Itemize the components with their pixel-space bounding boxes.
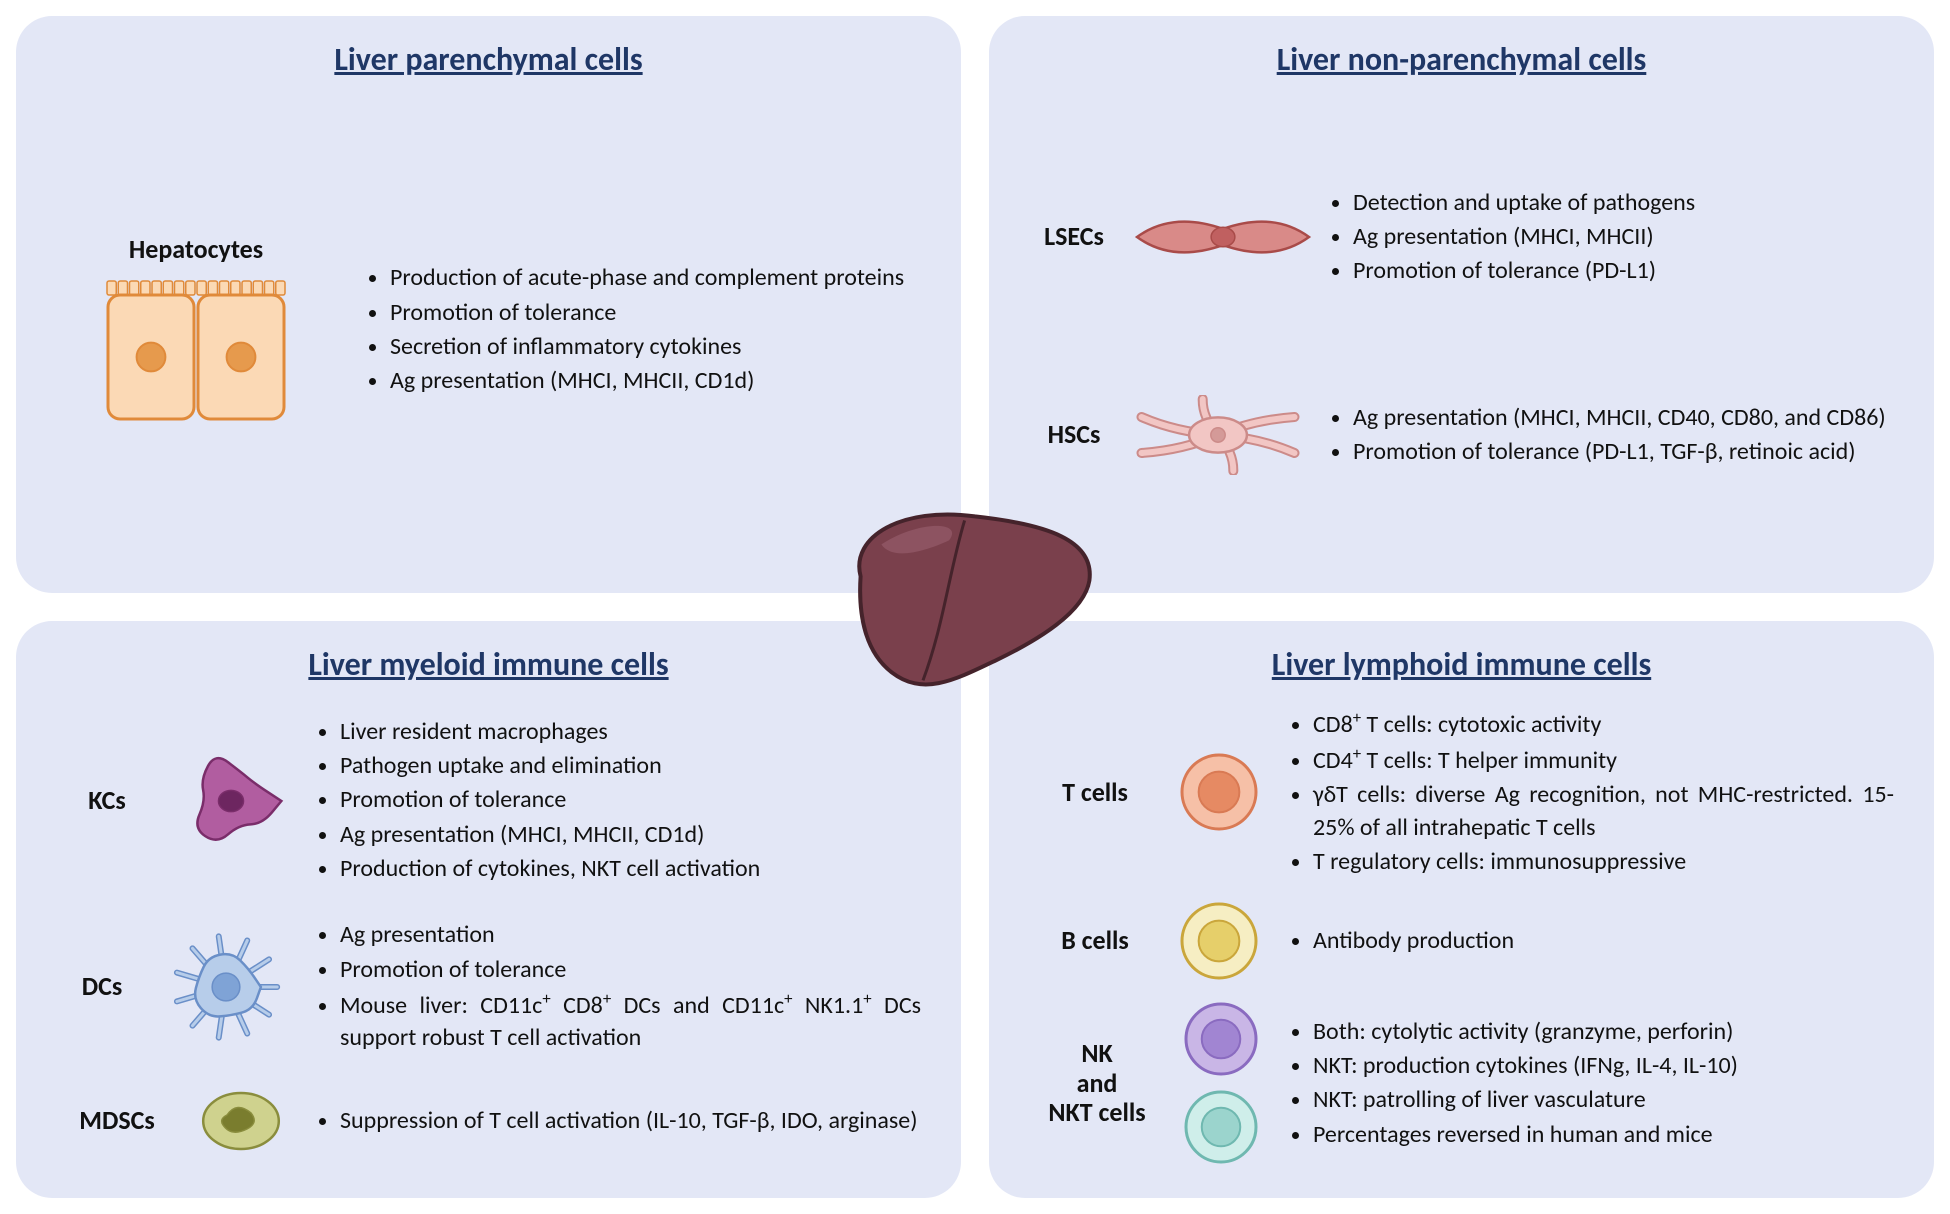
mdscs-icon [196,1086,286,1156]
bullets-hscs: Ag presentation (MHCI, MHCII, CD40, CD80… [1327,400,1894,471]
panel-myeloid: Liver myeloid immune cells KCs Liver resi… [16,621,961,1198]
bullet: Percentages reversed in human and mice [1313,1119,1894,1151]
cell-label-lsecs: LSECs [1029,222,1119,252]
bullets-kcs: Liver resident macrophagesPathogen uptak… [314,714,921,888]
bullets-lsecs: Detection and uptake of pathogensAg pres… [1327,185,1894,290]
bullet: Pathogen uptake and elimination [340,750,921,782]
cell-row-bcells: B cells Antibody production [1029,901,1894,981]
cell-row-hscs: HSCs Ag presentation (MHCI, MHCII, CD40, … [1029,395,1894,475]
bullet: Suppression of T cell activation (IL-10,… [340,1105,921,1137]
bullet: Ag presentation (MHCI, MHCII, CD40, CD80… [1353,402,1894,434]
bullet: Liver resident macrophages [340,716,921,748]
cell-label-dcs: DCs [56,972,148,1002]
bullet: Promotion of tolerance [340,954,921,986]
bullet: Ag presentation (MHCI, MHCII) [1353,221,1894,253]
liver-icon [845,500,1105,705]
cell-left-bcells: B cells [1029,901,1259,981]
cell-label-mdscs: MDSCs [56,1106,178,1136]
cell-row-lsecs: LSECs Detection and uptake of pathogensAg… [1029,185,1894,290]
nk_nkt-icon [1183,1001,1259,1165]
bullet: γδT cells: diverse Ag recognition, not M… [1313,779,1894,844]
dcs-icon [166,932,286,1042]
cell-row-mdscs: MDSCs Suppression of T cell activation (I… [56,1086,921,1156]
panel-title-myeloid: Liver myeloid immune cells [56,645,921,684]
cell-left-hepatocytes: Hepatocytes [56,235,336,425]
rows-myeloid: KCs Liver resident macrophagesPathogen up… [56,702,921,1168]
cell-left-kcs: KCs [56,751,286,851]
bullets-nk_nkt: Both: cytolytic activity (granzyme, perf… [1287,1014,1894,1154]
bullets-hepatocytes: Production of acute-phase and complement… [364,260,921,400]
bullet: Promotion of tolerance (PD-L1, TGF-β, re… [1353,436,1894,468]
cell-left-dcs: DCs [56,932,286,1042]
panel-nonparenchymal: Liver non-parenchymal cells LSECs Detecti… [989,16,1934,593]
panel-lymphoid: Liver lymphoid immune cells T cells CD8+ … [989,621,1934,1198]
bullets-tcells: CD8+ T cells: cytotoxic activityCD4+ T c… [1287,705,1894,881]
bullet: Production of cytokines, NKT cell activa… [340,853,921,885]
cell-left-mdscs: MDSCs [56,1086,286,1156]
cell-left-hscs: HSCs [1029,395,1309,475]
rows-lymphoid: T cells CD8+ T cells: cytotoxic activityC… [1029,702,1894,1168]
bullet: Ag presentation (MHCI, MHCII, CD1d) [390,365,921,397]
cell-label-kcs: KCs [56,786,158,816]
bullet: CD8+ T cells: cytotoxic activity [1313,707,1894,741]
bullet: Ag presentation [340,919,921,951]
bcells-icon [1179,901,1259,981]
panel-parenchymal: Liver parenchymal cells Hepatocytes Produ… [16,16,961,593]
rows-parenchymal: Hepatocytes Production of acute-phase and… [56,97,921,563]
kcs-icon [176,751,286,851]
bullet: Both: cytolytic activity (granzyme, perf… [1313,1016,1894,1048]
rows-nonparenchymal: LSECsDetection and uptake of pathogensAg… [1029,97,1894,563]
tcells-icon [1179,752,1259,832]
cell-left-lsecs: LSECs [1029,210,1309,264]
bullet: T regulatory cells: immunosuppressive [1313,846,1894,878]
bullet: Mouse liver: CD11c+ CD8+ DCs and CD11c+ … [340,988,921,1055]
cell-row-dcs: DCs Ag presentationPromotion of tolerance… [56,917,921,1057]
cell-label-hepatocytes: Hepatocytes [129,235,263,265]
cell-row-nk_nkt: NKandNKT cells Both: cytolytic activity (… [1029,1001,1894,1165]
bullet: CD4+ T cells: T helper immunity [1313,743,1894,777]
cell-left-nk_nkt: NKandNKT cells [1029,1001,1259,1165]
cell-row-kcs: KCs Liver resident macrophagesPathogen up… [56,714,921,888]
panel-title-nonparenchymal: Liver non-parenchymal cells [1029,40,1894,79]
bullet: Antibody production [1313,925,1894,957]
cell-label-tcells: T cells [1029,778,1161,808]
cell-label-bcells: B cells [1029,926,1161,956]
panel-title-lymphoid: Liver lymphoid immune cells [1029,645,1894,684]
bullet: NKT: production cytokines (IFNg, IL-4, I… [1313,1050,1894,1082]
lsecs-icon [1133,210,1313,264]
bullets-mdscs: Suppression of T cell activation (IL-10,… [314,1103,921,1139]
bullet: Secretion of inflammatory cytokines [390,331,921,363]
cell-left-tcells: T cells [1029,752,1259,832]
panel-title-parenchymal: Liver parenchymal cells [56,40,921,79]
bullet: NKT: patrolling of liver vasculature [1313,1084,1894,1116]
cell-row-hepatocytes: Hepatocytes Production of acute-phase and… [56,235,921,425]
cell-row-tcells: T cells CD8+ T cells: cytotoxic activityC… [1029,705,1894,881]
bullet: Ag presentation (MHCI, MHCII, CD1d) [340,819,921,851]
bullets-bcells: Antibody production [1287,923,1894,959]
bullet: Promotion of tolerance [390,297,921,329]
bullet: Promotion of tolerance [340,784,921,816]
hepatocytes-icon [106,275,286,425]
bullet: Promotion of tolerance (PD-L1) [1353,255,1894,287]
cell-label-nk_nkt: NKandNKT cells [1029,1039,1165,1129]
bullet: Detection and uptake of pathogens [1353,187,1894,219]
bullets-dcs: Ag presentationPromotion of toleranceMou… [314,917,921,1057]
bullet: Production of acute-phase and complement… [390,262,921,294]
hscs-icon [1133,395,1309,475]
cell-label-hscs: HSCs [1029,420,1119,450]
